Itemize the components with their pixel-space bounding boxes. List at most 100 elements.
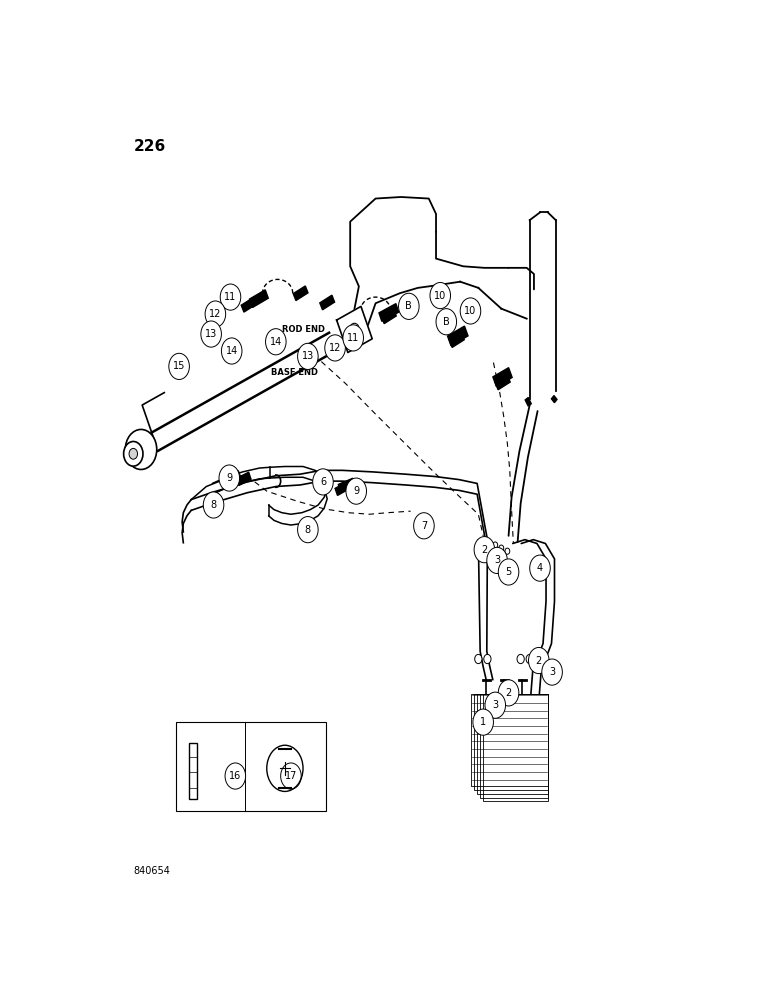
Text: 12: 12 (209, 309, 222, 319)
Circle shape (204, 492, 224, 518)
Circle shape (313, 469, 333, 495)
Text: 13: 13 (302, 351, 314, 361)
Text: 3: 3 (549, 667, 555, 677)
Circle shape (298, 343, 318, 369)
Circle shape (265, 329, 286, 355)
Text: 8: 8 (211, 500, 217, 510)
Circle shape (460, 298, 480, 324)
Text: 8: 8 (305, 525, 311, 535)
Text: 3: 3 (494, 555, 500, 565)
Circle shape (399, 293, 419, 319)
Circle shape (343, 325, 363, 351)
Circle shape (484, 654, 491, 664)
Polygon shape (525, 398, 531, 406)
Text: 13: 13 (205, 329, 218, 339)
Circle shape (529, 647, 549, 674)
Circle shape (475, 654, 482, 664)
Polygon shape (381, 309, 396, 324)
Circle shape (349, 323, 360, 336)
Circle shape (505, 548, 510, 554)
Text: 14: 14 (225, 346, 238, 356)
Circle shape (413, 513, 434, 539)
Circle shape (220, 284, 241, 310)
Circle shape (485, 692, 505, 718)
Text: 5: 5 (505, 567, 512, 577)
Text: 16: 16 (229, 771, 242, 781)
Polygon shape (293, 286, 308, 301)
Circle shape (542, 659, 562, 685)
Text: 3: 3 (492, 700, 498, 710)
Text: 2: 2 (481, 545, 488, 555)
Text: 10: 10 (434, 291, 446, 301)
Bar (483, 694, 548, 801)
Text: 2: 2 (536, 656, 542, 666)
Bar (474, 694, 548, 790)
Polygon shape (379, 304, 399, 321)
Circle shape (281, 763, 301, 789)
Text: 12: 12 (329, 343, 342, 353)
Polygon shape (320, 295, 335, 310)
Polygon shape (241, 298, 255, 312)
Text: BASE END: BASE END (271, 368, 318, 377)
Circle shape (168, 353, 190, 379)
Circle shape (436, 309, 456, 335)
Polygon shape (250, 290, 268, 307)
Circle shape (487, 547, 507, 574)
Polygon shape (448, 326, 468, 346)
Text: 4: 4 (537, 563, 543, 573)
Polygon shape (225, 471, 241, 485)
Polygon shape (337, 306, 372, 352)
Bar (480, 694, 548, 798)
Polygon shape (339, 478, 355, 492)
Circle shape (526, 654, 534, 664)
Polygon shape (551, 396, 557, 403)
Polygon shape (335, 480, 353, 495)
Text: 840654: 840654 (134, 866, 171, 876)
Text: 9: 9 (226, 473, 232, 483)
Text: B: B (443, 317, 450, 327)
Circle shape (126, 429, 157, 469)
Circle shape (129, 448, 137, 459)
Circle shape (201, 321, 222, 347)
Text: 17: 17 (285, 771, 297, 781)
Polygon shape (236, 472, 251, 485)
Bar (477, 694, 548, 794)
Polygon shape (495, 374, 510, 390)
Circle shape (346, 478, 367, 504)
Text: 7: 7 (420, 521, 427, 531)
Circle shape (498, 559, 519, 585)
Text: 11: 11 (347, 333, 360, 343)
Text: 6: 6 (320, 477, 326, 487)
Text: 15: 15 (173, 361, 186, 371)
Circle shape (222, 338, 242, 364)
Bar (190, 743, 197, 799)
Circle shape (298, 517, 318, 543)
Bar (176, 722, 326, 811)
Circle shape (219, 465, 239, 491)
Text: 10: 10 (464, 306, 477, 316)
Text: 2: 2 (505, 688, 512, 698)
Circle shape (430, 282, 451, 309)
Text: 226: 226 (134, 139, 166, 154)
Text: 1: 1 (480, 717, 486, 727)
Circle shape (473, 709, 494, 735)
Bar (471, 694, 548, 786)
Circle shape (480, 542, 486, 548)
Text: ROD END: ROD END (282, 325, 325, 334)
Text: 14: 14 (270, 337, 282, 347)
Circle shape (225, 763, 246, 789)
Text: B: B (406, 301, 412, 311)
Circle shape (324, 335, 346, 361)
Circle shape (474, 537, 495, 563)
Circle shape (499, 545, 504, 551)
Polygon shape (449, 331, 464, 347)
Text: 11: 11 (225, 292, 236, 302)
Circle shape (517, 654, 524, 664)
Circle shape (205, 301, 225, 327)
Text: 9: 9 (353, 486, 360, 496)
Circle shape (530, 555, 550, 581)
Circle shape (498, 680, 519, 706)
Polygon shape (493, 368, 512, 387)
Circle shape (123, 441, 143, 466)
Circle shape (487, 542, 491, 548)
